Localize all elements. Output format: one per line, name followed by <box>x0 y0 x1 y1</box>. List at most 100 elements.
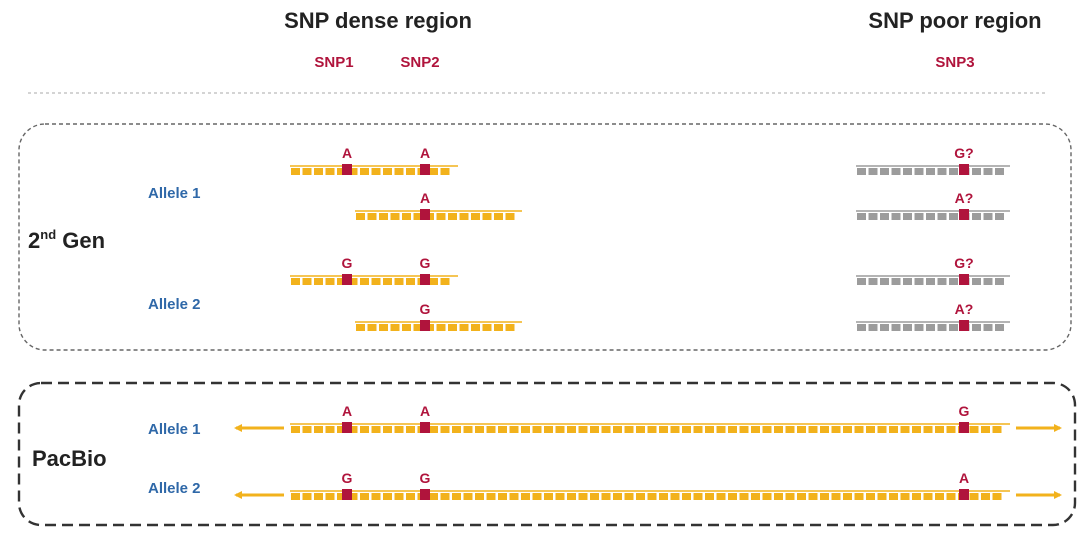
dense-region-title: SNP dense region <box>284 8 472 33</box>
read-tile <box>613 426 622 433</box>
read-tile <box>877 493 887 500</box>
pacbio-label: PacBio <box>32 446 107 471</box>
read-tile <box>935 426 944 433</box>
read-tile <box>949 278 958 285</box>
read-tile <box>937 168 947 175</box>
read-tile <box>383 493 392 500</box>
read-tile <box>471 324 480 331</box>
snp2-marker <box>420 164 430 175</box>
read-tile <box>914 324 924 331</box>
read-tile <box>505 324 515 331</box>
read-tile <box>348 426 358 433</box>
read-tile <box>670 426 680 433</box>
read-tile <box>482 213 492 220</box>
read-tile <box>937 213 947 220</box>
snp1-base-label: G <box>342 470 353 486</box>
read-tile <box>937 324 947 331</box>
read-tile <box>475 426 484 433</box>
read-tile <box>498 493 507 500</box>
read-tile <box>302 168 312 175</box>
read-tile <box>590 493 599 500</box>
read-tile <box>995 278 1004 285</box>
read-tile <box>843 426 852 433</box>
read-tile <box>981 426 990 433</box>
read-tile <box>751 426 760 433</box>
read-tile <box>532 426 542 433</box>
read-tile <box>379 324 388 331</box>
read-tile <box>440 426 450 433</box>
snp1-marker <box>342 422 352 433</box>
snp2-base-label: G <box>420 301 431 317</box>
read-tile <box>302 278 312 285</box>
read-tile <box>880 168 889 175</box>
read-tile <box>636 493 645 500</box>
read-tile <box>452 493 461 500</box>
read-tile <box>337 278 346 285</box>
read-tile <box>903 213 912 220</box>
read-tile <box>325 426 335 433</box>
short-read: G? <box>856 255 1010 285</box>
read-tile <box>926 168 935 175</box>
read-tile <box>972 278 981 285</box>
read-tile <box>843 493 852 500</box>
pacbio-allele1-label: Allele 1 <box>148 421 201 438</box>
snp2-base-label: A <box>420 190 430 206</box>
read-tile <box>949 213 958 220</box>
read-tile <box>486 426 496 433</box>
snp1-label: SNP1 <box>314 54 353 71</box>
pacbio-allele2-label: Allele 2 <box>148 480 201 497</box>
read-tile <box>969 493 979 500</box>
read-tile <box>926 213 935 220</box>
snp2-marker <box>420 320 430 331</box>
poor-region-title: SNP poor region <box>868 8 1041 33</box>
read-tile <box>981 493 990 500</box>
read-tile <box>914 278 924 285</box>
snp1-marker <box>342 274 352 285</box>
read-tile <box>463 493 473 500</box>
read-tile <box>877 426 887 433</box>
second-gen-label-rest: Gen <box>56 228 105 253</box>
read-tile <box>624 493 634 500</box>
read-tile <box>995 324 1004 331</box>
read-tile <box>601 493 611 500</box>
read-tile <box>459 213 469 220</box>
read-tile <box>521 426 530 433</box>
read-tile <box>494 324 503 331</box>
read-tile <box>413 324 423 331</box>
read-tile <box>436 213 446 220</box>
second-gen-box <box>18 123 1072 351</box>
read-tile <box>291 426 300 433</box>
read-tile <box>459 324 469 331</box>
read-tile <box>716 493 726 500</box>
read-tile <box>992 493 1002 500</box>
read-tile <box>797 426 806 433</box>
read-tile <box>314 278 323 285</box>
read-tile <box>544 426 553 433</box>
snp2-marker <box>420 209 430 220</box>
read-tile <box>406 493 415 500</box>
snp3-label: SNP3 <box>935 54 974 71</box>
read-tile <box>291 493 300 500</box>
snp3-marker <box>959 209 969 220</box>
read-tile <box>590 426 599 433</box>
read-tile <box>429 168 438 175</box>
read-tile <box>406 426 415 433</box>
snp2-label: SNP2 <box>400 54 439 71</box>
read-tile <box>371 168 381 175</box>
read-tile <box>406 168 415 175</box>
read-tile <box>463 426 473 433</box>
read-tile <box>659 426 668 433</box>
read-tile <box>360 426 369 433</box>
short-read: G <box>355 301 522 331</box>
read-tile <box>348 168 358 175</box>
read-tile <box>406 278 415 285</box>
read-tile <box>854 426 864 433</box>
read-tile <box>379 213 388 220</box>
snp2-marker <box>420 489 430 500</box>
read-tile <box>900 426 910 433</box>
read-tile <box>914 213 924 220</box>
read-tile <box>505 213 515 220</box>
